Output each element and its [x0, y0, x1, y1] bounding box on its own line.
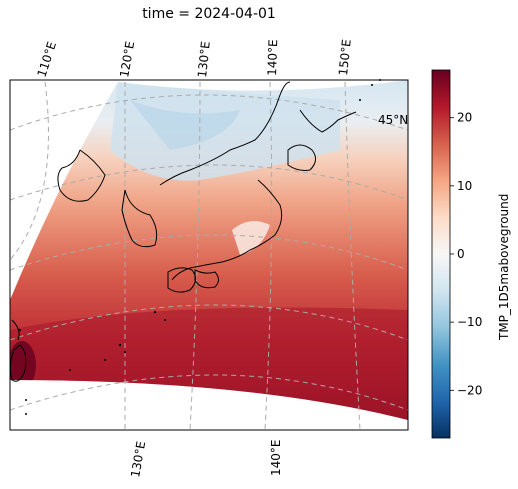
lon-label-top-110: 110°E [35, 40, 60, 79]
lat-label-45n: 45°N [378, 113, 408, 127]
colorbar: 20 10 0 −10 −20 TMP_1D5maboveground [431, 69, 511, 439]
lon-label-top-150: 150°E [336, 39, 354, 77]
lon-label-bottom-130: 130°E [128, 440, 148, 478]
colorbar-gradient [431, 69, 451, 439]
map-border [9, 79, 409, 431]
colorbar-ticks: 20 10 0 −10 −20 [450, 111, 482, 397]
colorbar-tick-label: −10 [457, 315, 482, 329]
colorbar-label: TMP_1D5maboveground [497, 194, 511, 341]
map-gridlines [9, 81, 409, 431]
lon-label-top-120: 120°E [117, 40, 137, 78]
map-title: time = 2024-04-01 [142, 6, 276, 22]
lon-label-top-130: 130°E [195, 41, 213, 79]
coastlines [9, 81, 357, 382]
islands [19, 79, 381, 415]
colorbar-tick-label: 0 [457, 247, 465, 261]
lon-label-top-140: 140°E [265, 39, 280, 76]
colorbar-tick-label: 10 [457, 179, 472, 193]
colorbar-tick-label: −20 [457, 383, 482, 397]
lon-label-bottom-140: 140°E [269, 440, 283, 477]
colorbar-tick-label: 20 [457, 111, 472, 125]
